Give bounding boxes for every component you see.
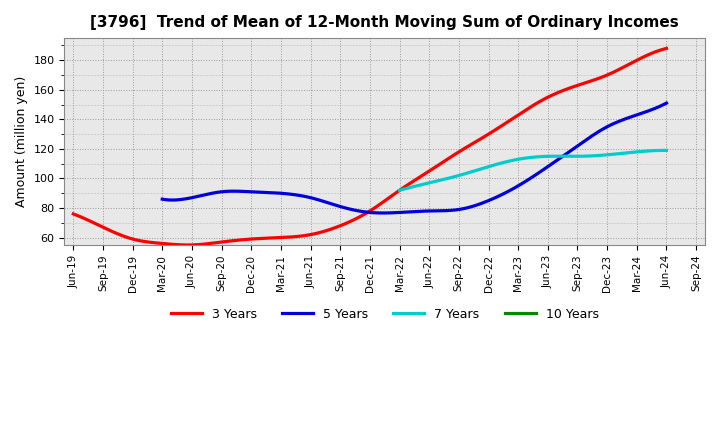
Y-axis label: Amount (million yen): Amount (million yen) <box>15 76 28 207</box>
Title: [3796]  Trend of Mean of 12-Month Moving Sum of Ordinary Incomes: [3796] Trend of Mean of 12-Month Moving … <box>90 15 679 30</box>
Legend: 3 Years, 5 Years, 7 Years, 10 Years: 3 Years, 5 Years, 7 Years, 10 Years <box>166 303 604 326</box>
